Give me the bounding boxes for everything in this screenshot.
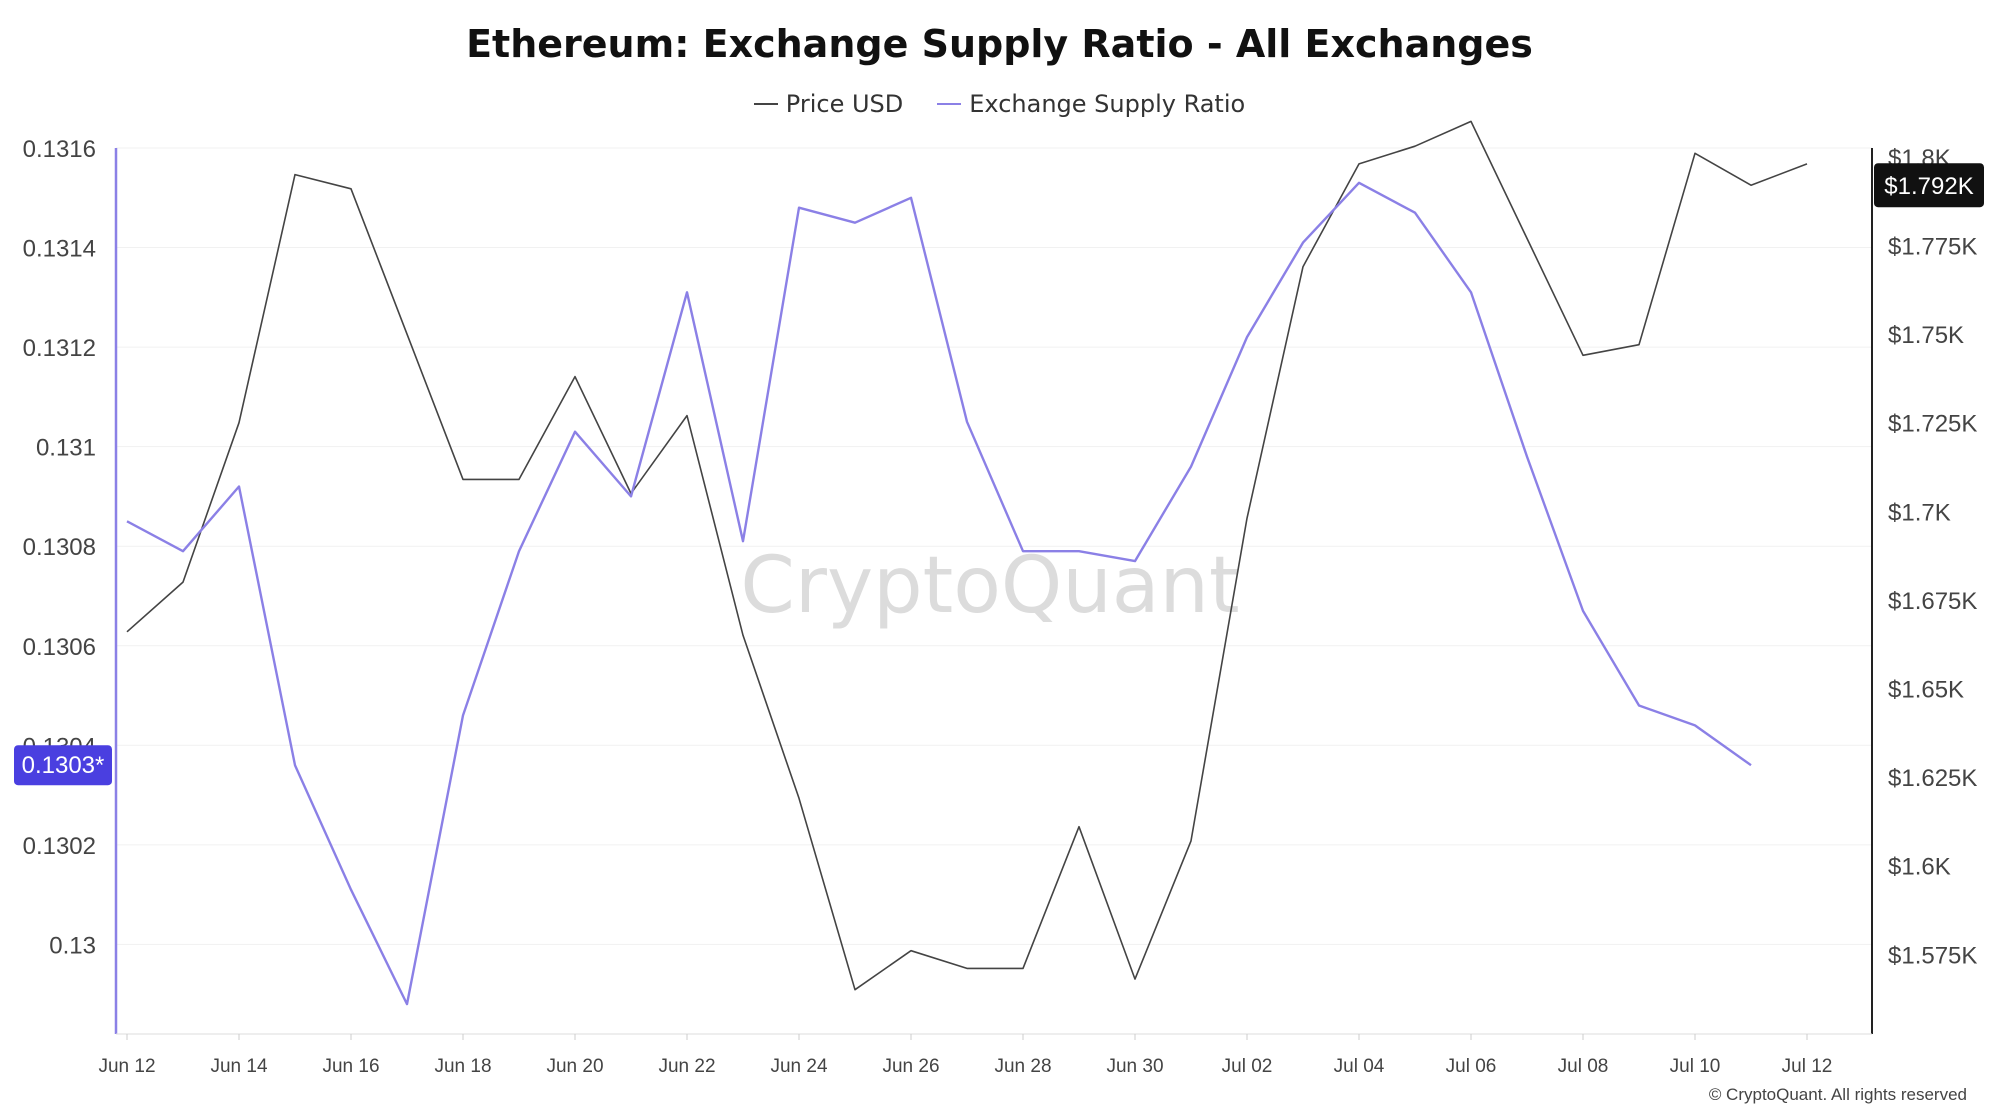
last-value-badges: 0.1303* $1.792K xyxy=(14,163,1984,786)
x-tick-label: Jun 22 xyxy=(658,1056,715,1077)
right-tick-label: $1.7K xyxy=(1888,499,1951,526)
series-lines xyxy=(126,120,1808,1006)
right-tick-label: $1.575K xyxy=(1888,942,1977,969)
series-line-exchange-supply-ratio[interactable] xyxy=(126,181,1752,1006)
x-tick-label: Jul 08 xyxy=(1558,1056,1609,1077)
x-tick-label: Jul 10 xyxy=(1670,1056,1721,1077)
right-tick-label: $1.6K xyxy=(1888,854,1951,881)
x-tick-label: Jul 06 xyxy=(1446,1056,1497,1077)
legend: Price USD Exchange Supply Ratio xyxy=(0,90,1999,118)
x-tick-label: Jun 12 xyxy=(98,1056,155,1077)
left-tick-label: 0.1308 xyxy=(23,534,96,561)
left-value-badge xyxy=(14,745,112,786)
x-tick-label: Jun 20 xyxy=(546,1056,603,1077)
series-line-price-usd[interactable] xyxy=(126,120,1808,991)
right-value-badge-text: $1.792K xyxy=(1884,173,1973,200)
chart-title: Ethereum: Exchange Supply Ratio - All Ex… xyxy=(466,22,1533,66)
x-tick-label: Jun 14 xyxy=(210,1056,267,1077)
legend-item-supply-ratio[interactable]: Exchange Supply Ratio xyxy=(937,90,1245,118)
legend-swatch-supply-ratio xyxy=(937,103,962,105)
tick-labels: 0.130.13020.13040.13060.13080.1310.13120… xyxy=(23,136,1978,1077)
legend-swatch-price xyxy=(753,103,778,105)
left-tick-label: 0.1302 xyxy=(23,833,96,860)
left-tick-label: 0.1316 xyxy=(23,136,96,163)
x-tick-label: Jun 28 xyxy=(994,1056,1051,1077)
x-tick-label: Jul 12 xyxy=(1782,1056,1833,1077)
legend-item-price[interactable]: Price USD xyxy=(753,90,904,118)
left-tick-label: 0.1306 xyxy=(23,634,96,661)
right-tick-label: $1.75K xyxy=(1888,322,1964,349)
axes xyxy=(114,148,1873,1035)
right-tick-label: $1.625K xyxy=(1888,765,1977,792)
left-tick-label: 0.131 xyxy=(36,435,96,462)
x-tick-label: Jun 16 xyxy=(322,1056,379,1077)
watermark: CryptoQuant xyxy=(740,541,1239,631)
left-tick-label: 0.1314 xyxy=(23,236,96,263)
x-tick-label: Jun 30 xyxy=(1106,1056,1163,1077)
right-value-badge xyxy=(1874,163,1984,208)
right-tick-label: $1.725K xyxy=(1888,411,1977,438)
x-tick-label: Jul 04 xyxy=(1334,1056,1385,1077)
x-tick-label: Jul 02 xyxy=(1222,1056,1273,1077)
legend-label-supply-ratio: Exchange Supply Ratio xyxy=(969,90,1246,118)
left-tick-label: 0.1312 xyxy=(23,335,96,362)
x-tick-label: Jun 18 xyxy=(434,1056,491,1077)
right-tick-label: $1.675K xyxy=(1888,588,1977,615)
left-tick-label: 0.13 xyxy=(49,932,96,959)
left-value-badge-text: 0.1303* xyxy=(22,752,105,779)
x-tick-label: Jun 26 xyxy=(882,1056,939,1077)
x-tick-label: Jun 24 xyxy=(770,1056,827,1077)
legend-label-price: Price USD xyxy=(785,90,904,118)
copyright-text: © CryptoQuant. All rights reserved xyxy=(1709,1085,1967,1104)
right-tick-label: $1.65K xyxy=(1888,676,1964,703)
right-tick-label: $1.775K xyxy=(1888,233,1977,260)
